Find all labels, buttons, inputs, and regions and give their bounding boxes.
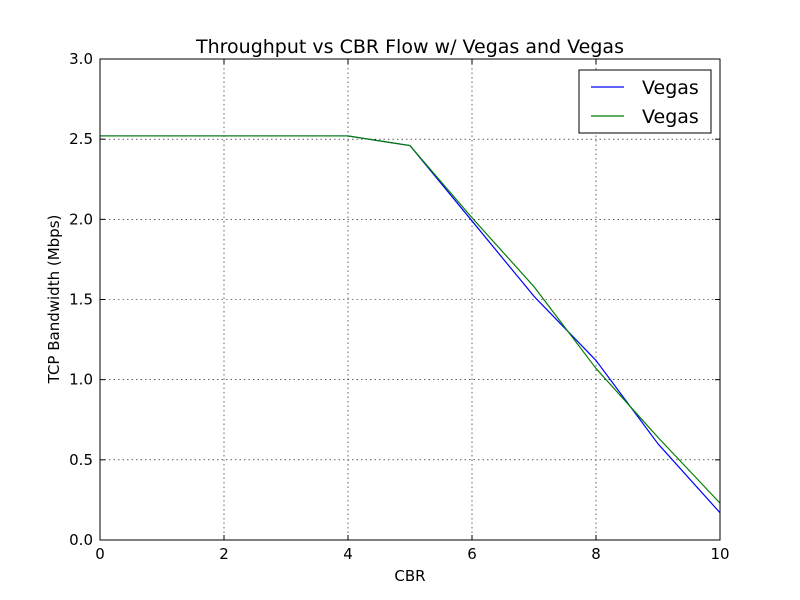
- legend-label: Vegas: [642, 77, 699, 99]
- y-tick-label: 2.5: [69, 130, 93, 148]
- y-axis-label: TCP Bandwidth (Mbps): [45, 215, 63, 385]
- y-tick-label: 0.5: [69, 451, 93, 469]
- series-line-1: [100, 135, 721, 514]
- y-tick-label: 1.0: [69, 371, 93, 389]
- x-tick-label: 10: [710, 545, 729, 563]
- legend-label: Vegas: [642, 106, 699, 128]
- x-tick-label: 2: [219, 545, 229, 563]
- x-tick-label: 8: [591, 545, 601, 563]
- series-layer: [100, 135, 721, 514]
- chart-title: Throughput vs CBR Flow w/ Vegas and Vega…: [195, 36, 624, 58]
- x-tick-label: 0: [95, 545, 105, 563]
- legend: Vegas Vegas: [578, 69, 712, 134]
- y-tick-label: 3.0: [69, 50, 93, 68]
- y-tick-label: 0.0: [69, 531, 93, 549]
- y-tick-label: 1.5: [69, 291, 93, 309]
- tick-layer: 0 2 4 6 8 10 0.0 0.5 1.0 1.5 2.0 2.5 3.0: [69, 50, 729, 563]
- x-tick-label: 6: [467, 545, 477, 563]
- x-tick-label: 4: [343, 545, 353, 563]
- x-axis-label: CBR: [394, 567, 425, 585]
- legend-box: [578, 69, 712, 134]
- y-tick-label: 2.0: [69, 210, 93, 228]
- series-line-2: [100, 135, 721, 504]
